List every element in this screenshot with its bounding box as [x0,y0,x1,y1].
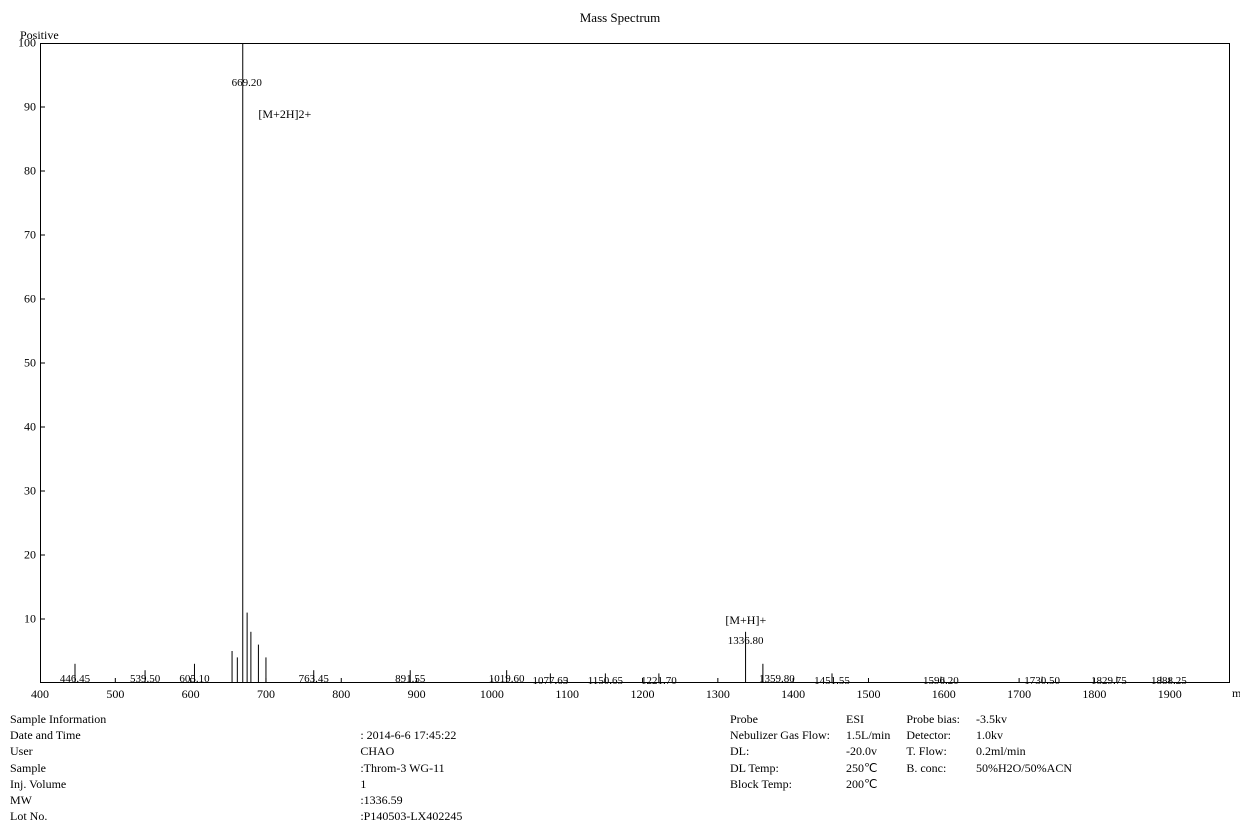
info-cell: Nebulizer Gas Flow: [730,727,830,743]
info-cell: :P140503-LX402245 [360,808,730,824]
ion-annotation: [M+2H]2+ [258,107,311,122]
y-tick-label: 90 [24,100,40,115]
info-heading: Sample Information [10,711,730,727]
peak-label: 1150.65 [588,675,623,687]
peak-label: 1451.55 [814,675,850,687]
x-tick-label: 500 [106,683,124,702]
x-tick-label: 1900 [1158,683,1182,702]
x-tick-label: 700 [257,683,275,702]
info-cell: User [10,743,348,759]
peak-label: 669.20 [232,77,262,89]
y-tick-label: 30 [24,484,40,499]
y-tick-label: 60 [24,292,40,307]
info-cell: ESI [846,711,890,727]
info-cell [906,776,960,792]
x-tick-label: 1300 [706,683,730,702]
x-tick-label: 1000 [480,683,504,702]
x-tick-label: 1200 [631,683,655,702]
y-tick-label: 100 [18,36,40,51]
y-tick-label: 80 [24,164,40,179]
info-cell: :Throm-3 WG-11 [360,760,730,776]
chart-title: Mass Spectrum [10,10,1230,26]
info-cell: 1.0kv [976,727,1072,743]
y-tick-label: 50 [24,356,40,371]
x-tick-label: 1400 [781,683,805,702]
info-cell: Inj. Volume [10,776,348,792]
info-cell: B. conc: [906,760,960,776]
info-cell: 50%H2O/50%ACN [976,760,1072,776]
info-cell: DL Temp: [730,760,830,776]
peak-label: 446.45 [60,673,90,685]
spectrum-svg [40,43,1230,683]
x-tick-label: 1700 [1007,683,1031,702]
sample-info-block: Sample Information Date and Time : 2014-6… [10,711,1230,824]
info-cell: Date and Time [10,727,348,743]
info-cell: T. Flow: [906,743,960,759]
info-cell: 200℃ [846,776,890,792]
info-cell: 0.2ml/min [976,743,1072,759]
x-axis-label: m/z [1232,686,1240,701]
ionization-mode: Positive [20,28,1230,43]
info-cell: Probe [730,711,830,727]
info-cell: Detector: [906,727,960,743]
info-cell: : 2014-6-6 17:45:22 [360,727,730,743]
info-cell: MW [10,792,348,808]
x-tick-label: 400 [31,683,49,702]
info-cell [976,776,1072,792]
x-tick-label: 1500 [856,683,880,702]
peak-label: 763.45 [299,673,329,685]
x-tick-label: 1100 [555,683,579,702]
x-tick-label: 900 [408,683,426,702]
peak-label: 1336.80 [728,635,764,647]
x-tick-label: 600 [182,683,200,702]
y-tick-label: 20 [24,548,40,563]
info-cell: Lot No. [10,808,348,824]
spectrum-plot: 446.45539.50605.10669.20763.45891.551019… [40,43,1230,683]
info-cell: -3.5kv [976,711,1072,727]
y-tick-label: 40 [24,420,40,435]
info-cell: -20.0v [846,743,890,759]
info-cell: DL: [730,743,830,759]
info-cell: CHAO [360,743,730,759]
info-cell: 1.5L/min [846,727,890,743]
y-tick-label: 70 [24,228,40,243]
info-left-rows: Date and Time : 2014-6-6 17:45:22 User CHA… [10,727,730,824]
info-cell: Probe bias: [906,711,960,727]
info-cell: Block Temp: [730,776,830,792]
x-tick-label: 1800 [1082,683,1106,702]
ion-annotation: [M+H]+ [725,613,766,628]
info-cell: 250℃ [846,760,890,776]
y-tick-label: 10 [24,612,40,627]
info-cell: :1336.59 [360,792,730,808]
info-cell: Sample [10,760,348,776]
info-cell: 1 [360,776,730,792]
peak-label: 539.50 [130,673,160,685]
x-tick-label: 1600 [932,683,956,702]
info-right-rows: Probe ESI Probe bias: -3.5kv Nebulizer Gas F… [730,711,1072,792]
x-tick-label: 800 [332,683,350,702]
